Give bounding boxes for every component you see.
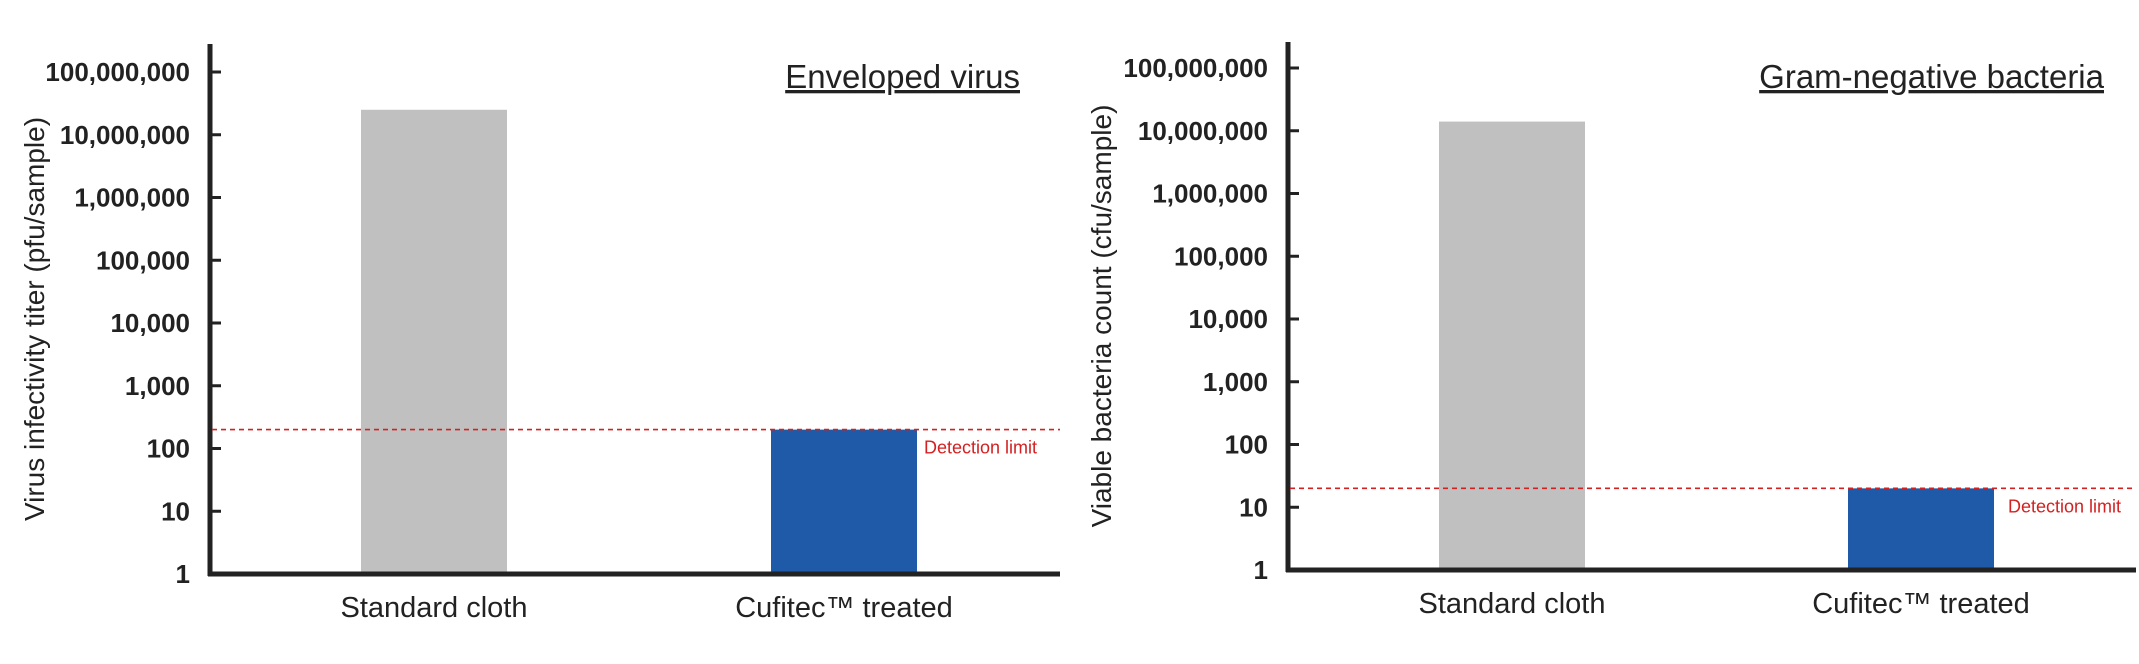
y-tick-label: 100 <box>147 434 190 464</box>
y-tick-label: 10 <box>1239 492 1268 522</box>
y-tick-label: 10,000,000 <box>60 120 190 150</box>
y-tick-label: 100 <box>1225 430 1268 460</box>
detection-limit-label: Detection limit <box>2008 496 2121 516</box>
x-category-label: Standard cloth <box>340 592 527 624</box>
chart-title: Gram-negative bacteria <box>1759 58 2104 95</box>
chart-title: Enveloped virus <box>785 58 1020 95</box>
y-tick-label: 10 <box>161 496 190 526</box>
y-axis-label: Virus infectivity titer (pfu/sample) <box>19 117 50 521</box>
y-tick-label: 100,000,000 <box>45 57 190 87</box>
bar-cufitec-treated <box>1848 488 1994 570</box>
x-category-label: Cufitec™ treated <box>1812 588 2030 620</box>
y-tick-label: 1 <box>176 559 190 589</box>
bar-standard-cloth <box>1439 121 1585 570</box>
y-tick-label: 10,000 <box>1188 304 1268 334</box>
y-tick-label: 100,000 <box>1174 241 1268 271</box>
x-category-label: Standard cloth <box>1418 588 1605 620</box>
y-axis-label: Viable bacteria count (cfu/sample) <box>1086 105 1117 528</box>
y-tick-label: 1,000,000 <box>74 183 190 213</box>
y-tick-label: 10,000,000 <box>1138 116 1268 146</box>
y-tick-label: 1 <box>1254 555 1268 585</box>
bar-standard-cloth <box>361 109 507 574</box>
y-tick-label: 1,000 <box>125 371 190 401</box>
y-tick-label: 100,000 <box>96 245 190 275</box>
y-tick-label: 1,000 <box>1203 367 1268 397</box>
y-tick-label: 10,000 <box>110 308 190 338</box>
y-tick-label: 100,000,000 <box>1123 53 1268 83</box>
x-category-label: Cufitec™ treated <box>735 592 953 624</box>
detection-limit-label: Detection limit <box>924 438 1037 458</box>
y-tick-label: 1,000,000 <box>1152 179 1268 209</box>
bar-cufitec-treated <box>771 429 917 574</box>
